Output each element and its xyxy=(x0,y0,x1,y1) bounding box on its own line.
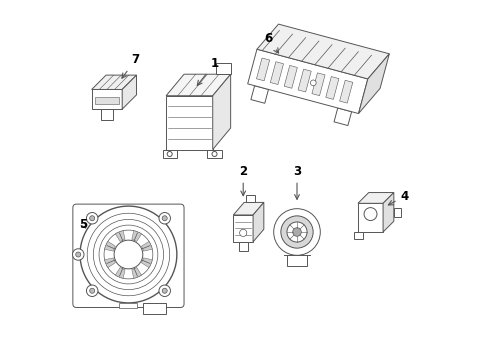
Polygon shape xyxy=(233,215,253,242)
Wedge shape xyxy=(132,231,142,242)
Polygon shape xyxy=(358,203,383,232)
Polygon shape xyxy=(163,149,177,158)
Polygon shape xyxy=(359,54,390,113)
Polygon shape xyxy=(213,74,231,149)
Wedge shape xyxy=(142,242,152,251)
Circle shape xyxy=(281,216,313,248)
Polygon shape xyxy=(100,109,113,120)
Wedge shape xyxy=(132,267,142,278)
Circle shape xyxy=(114,240,143,269)
Circle shape xyxy=(167,152,172,157)
Text: 3: 3 xyxy=(293,165,301,199)
Text: 4: 4 xyxy=(389,190,409,205)
Polygon shape xyxy=(166,96,213,149)
Polygon shape xyxy=(312,73,325,96)
Circle shape xyxy=(90,216,95,221)
Wedge shape xyxy=(105,258,116,267)
Polygon shape xyxy=(253,202,264,242)
Text: 6: 6 xyxy=(264,32,278,53)
Circle shape xyxy=(364,208,377,221)
Polygon shape xyxy=(247,49,368,113)
Circle shape xyxy=(86,212,98,224)
Circle shape xyxy=(73,249,84,260)
Polygon shape xyxy=(340,80,353,103)
Wedge shape xyxy=(115,267,125,278)
Circle shape xyxy=(80,206,177,303)
Circle shape xyxy=(212,152,217,157)
Circle shape xyxy=(293,228,301,236)
Polygon shape xyxy=(233,202,264,215)
Polygon shape xyxy=(251,86,269,103)
FancyBboxPatch shape xyxy=(73,204,184,307)
Text: 7: 7 xyxy=(122,53,140,78)
Bar xyxy=(394,208,401,217)
Circle shape xyxy=(162,288,167,293)
Bar xyxy=(143,303,166,314)
Circle shape xyxy=(159,212,171,224)
Polygon shape xyxy=(256,58,270,81)
Circle shape xyxy=(287,222,307,242)
Bar xyxy=(120,303,137,308)
Polygon shape xyxy=(216,63,231,74)
Bar xyxy=(354,232,364,239)
Polygon shape xyxy=(326,77,339,99)
Polygon shape xyxy=(383,193,394,232)
Polygon shape xyxy=(358,193,394,203)
Circle shape xyxy=(76,252,81,257)
Text: 1: 1 xyxy=(197,57,219,85)
Circle shape xyxy=(162,216,167,221)
Polygon shape xyxy=(246,195,255,202)
Polygon shape xyxy=(92,75,137,89)
Circle shape xyxy=(159,285,171,297)
Bar xyxy=(95,96,119,104)
Circle shape xyxy=(240,229,247,237)
Polygon shape xyxy=(166,74,231,96)
Polygon shape xyxy=(207,149,221,158)
Wedge shape xyxy=(142,258,152,267)
Polygon shape xyxy=(284,66,297,88)
Circle shape xyxy=(86,285,98,297)
Polygon shape xyxy=(334,108,352,126)
Circle shape xyxy=(311,80,316,86)
Polygon shape xyxy=(122,75,137,109)
Wedge shape xyxy=(115,231,125,242)
Polygon shape xyxy=(298,69,311,92)
Bar xyxy=(239,242,247,251)
Text: 2: 2 xyxy=(239,165,247,196)
Wedge shape xyxy=(105,242,116,251)
Circle shape xyxy=(90,288,95,293)
Polygon shape xyxy=(257,24,390,79)
Text: 5: 5 xyxy=(79,218,88,231)
Polygon shape xyxy=(92,89,122,109)
Polygon shape xyxy=(270,62,284,85)
Bar xyxy=(287,255,307,266)
Circle shape xyxy=(274,209,320,255)
